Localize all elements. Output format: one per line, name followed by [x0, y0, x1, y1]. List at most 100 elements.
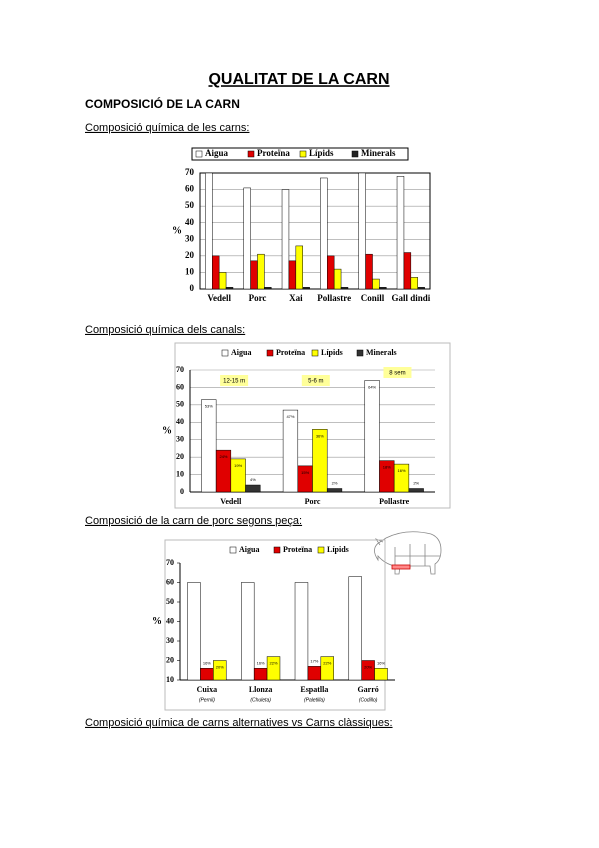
y-tick-label: 20	[166, 655, 174, 664]
bar	[302, 287, 310, 290]
bar	[288, 260, 297, 290]
bar	[294, 582, 309, 681]
data-label: 22%	[323, 661, 331, 666]
chart: 10 20 30 40 50 60 70% Aigua Proteïna Lípids Cuixa (…	[152, 539, 395, 711]
heading: COMPOSICIÓ DE LA CARN	[85, 96, 240, 111]
legend-label: Aigua	[239, 545, 259, 554]
caption: Composició química dels canals:	[85, 324, 245, 336]
legend-label: Minerals	[366, 348, 397, 357]
annotation-box	[220, 375, 249, 386]
legend-box	[226, 544, 366, 556]
data-label: 19%	[234, 463, 242, 468]
data-label: 16%	[398, 468, 406, 473]
legend-swatch	[195, 150, 203, 158]
data-label: 2%	[332, 481, 338, 486]
data-label: 36%	[316, 433, 324, 438]
bar	[320, 177, 328, 290]
bar	[326, 488, 343, 493]
x-tick-label: Pollastre	[379, 497, 410, 506]
legend-label: Lípids	[309, 148, 334, 158]
chart: 0 10 20 30 40 50 60 70% Aigua Proteïna Lípids Miner…	[172, 147, 431, 303]
data-label: 17%	[310, 658, 318, 663]
legend-label: Proteïna	[283, 545, 312, 554]
caption: Composició química de les carns:	[85, 122, 249, 134]
bar	[213, 660, 227, 681]
bar	[364, 380, 380, 493]
legend-swatch	[229, 546, 237, 554]
y-axis-label: %	[172, 225, 182, 236]
bar	[200, 668, 214, 681]
x-tick-label: Porc	[305, 497, 321, 506]
data-label: 18%	[383, 465, 391, 470]
chart-frame	[174, 342, 451, 509]
bar	[245, 484, 261, 493]
x-tick-label: Gall dindi	[391, 293, 430, 303]
legend-swatch	[356, 349, 364, 357]
y-tick-label: 10	[185, 266, 195, 276]
y-tick-label: 20	[176, 452, 184, 461]
y-tick-label: 50	[176, 400, 184, 409]
legend-label: Aigua	[231, 348, 251, 357]
legend-swatch	[247, 150, 255, 158]
data-label: 22%	[270, 661, 278, 666]
x-tick-label: Garró	[357, 685, 378, 694]
bar	[340, 287, 349, 290]
x-tick-label: Vedell	[220, 497, 242, 506]
legend-swatch	[351, 150, 359, 158]
bar	[250, 260, 258, 290]
y-tick-label: 0	[180, 487, 184, 496]
bar	[379, 287, 387, 290]
x-tick-label: Vedell	[207, 293, 231, 303]
legend-label: Minerals	[361, 148, 396, 158]
y-tick-label: 30	[185, 233, 195, 243]
bar	[333, 268, 342, 290]
data-label: 15%	[301, 470, 309, 475]
y-tick-label: 30	[166, 636, 174, 645]
bar	[243, 187, 251, 290]
bar	[361, 660, 375, 681]
legend-label: Proteïna	[257, 148, 290, 158]
bar	[327, 255, 335, 290]
bar	[225, 287, 234, 290]
legend-label: Lípids	[321, 348, 343, 357]
legend-label: Aigua	[205, 148, 229, 158]
bar	[320, 656, 334, 681]
x-tick-label: Pollastre	[317, 293, 351, 303]
bar	[201, 399, 217, 493]
y-tick-label: 10	[166, 675, 174, 684]
bar	[374, 668, 388, 681]
x-tick-label: Llonza	[249, 685, 273, 694]
legend-swatch	[273, 546, 281, 554]
y-tick-label: 20	[185, 250, 195, 260]
legend-swatch	[266, 349, 274, 357]
data-label: 20%	[364, 665, 372, 670]
bar	[218, 272, 227, 290]
x-tick-label: Xai	[289, 293, 303, 303]
x-tick-label: Porc	[249, 293, 267, 303]
chart: 0 10 20 30 40 50 60 70% Aigua Proteïna Lípids Miner…	[162, 342, 451, 509]
y-axis-label: %	[162, 425, 172, 436]
x-tick-sublabel: (Chuleta)	[250, 697, 271, 703]
data-label: 2%	[413, 481, 419, 486]
bar	[396, 176, 405, 290]
data-label: 16%	[377, 660, 385, 665]
y-tick-label: 10	[176, 469, 184, 478]
bar	[187, 582, 201, 681]
bar	[410, 277, 418, 290]
legend-swatch	[299, 150, 307, 158]
y-axis-label: %	[152, 616, 162, 627]
x-tick-sublabel: (Paletilla)	[304, 697, 325, 703]
x-tick-label: Espatlla	[300, 685, 328, 694]
data-label: 24%	[219, 454, 227, 459]
annotation: 8 sem	[389, 371, 405, 377]
bar	[417, 287, 425, 290]
bar	[403, 252, 412, 290]
bar	[257, 253, 265, 290]
bar	[264, 287, 272, 290]
bar	[358, 172, 366, 290]
y-tick-label: 60	[176, 382, 184, 391]
data-label: 47%	[286, 414, 294, 419]
